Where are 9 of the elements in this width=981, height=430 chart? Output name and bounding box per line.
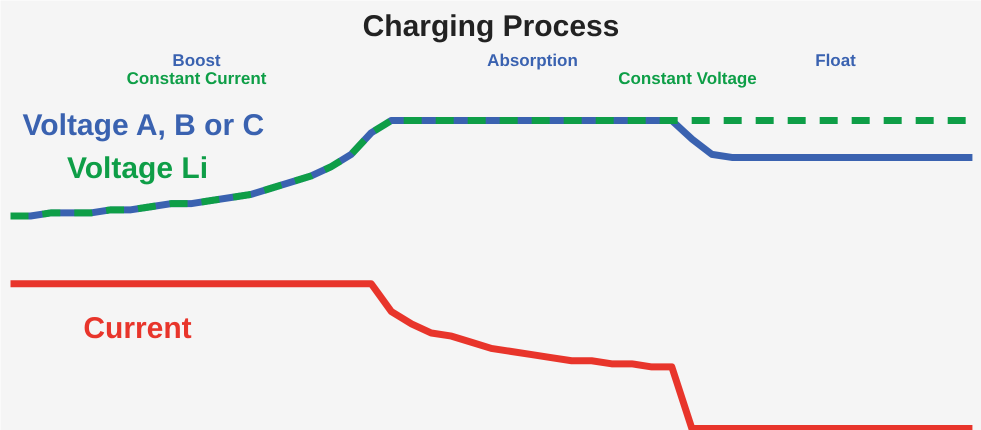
text: Absorption (487, 51, 578, 70)
series-label: Voltage Li (66, 152, 208, 185)
chart-title: Charging Process (362, 10, 620, 43)
text: Float (815, 51, 856, 70)
text: Constant Current (126, 69, 267, 88)
series-label: Current (83, 312, 192, 345)
text: Boost (172, 51, 221, 70)
text: Constant Voltage (618, 69, 757, 88)
series-label: Voltage A, B or C (22, 109, 264, 142)
